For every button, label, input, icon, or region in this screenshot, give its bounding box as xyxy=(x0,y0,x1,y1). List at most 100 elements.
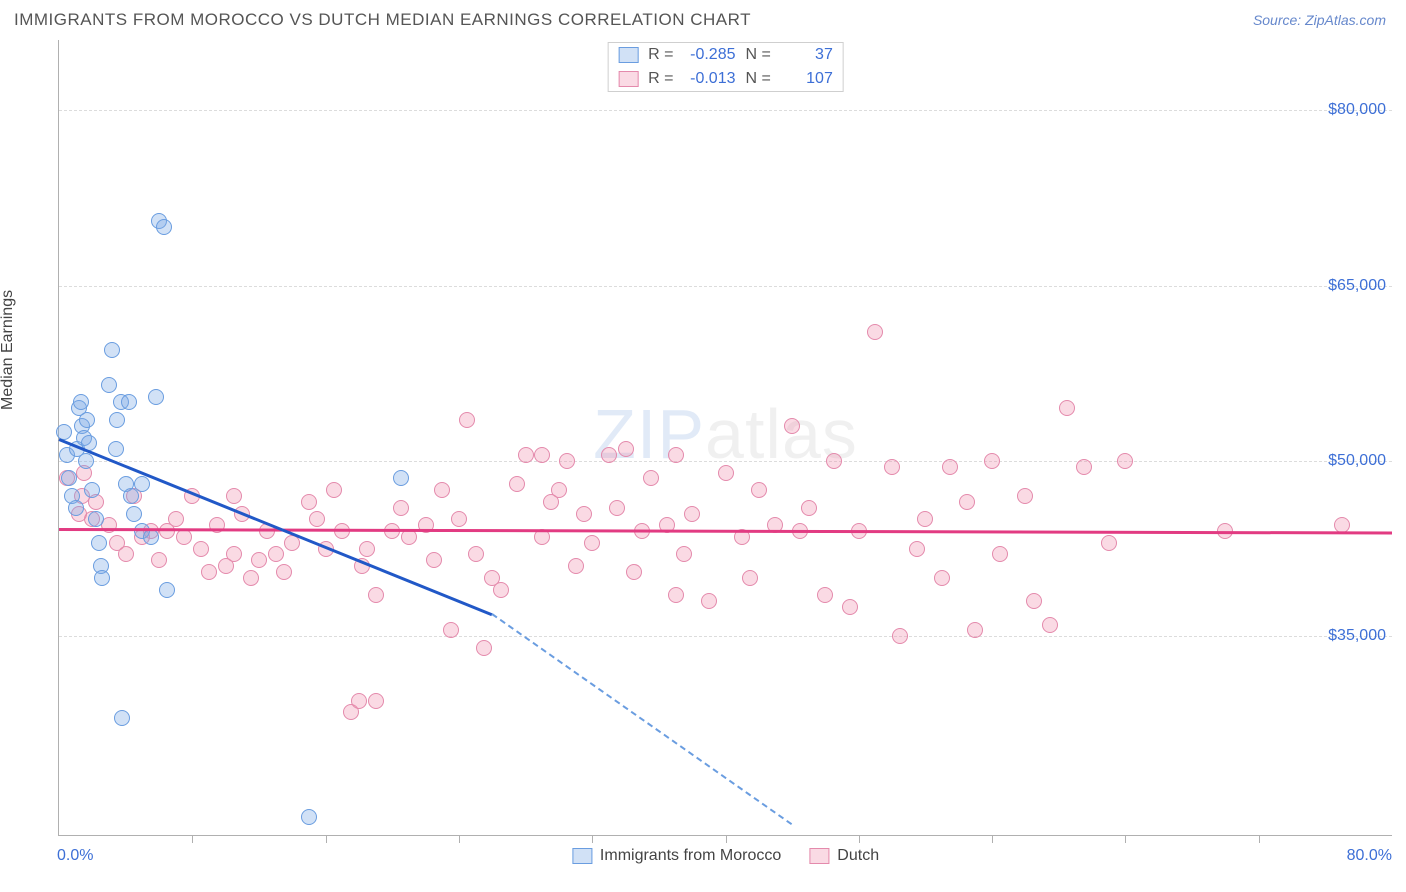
data-point xyxy=(601,447,617,463)
data-point xyxy=(301,494,317,510)
data-point xyxy=(143,529,159,545)
x-tick xyxy=(459,835,460,843)
x-axis-min-label: 0.0% xyxy=(57,847,93,865)
data-point xyxy=(509,476,525,492)
legend-item-1: Immigrants from Morocco xyxy=(572,847,781,865)
data-point xyxy=(476,640,492,656)
data-point xyxy=(568,558,584,574)
data-point xyxy=(917,511,933,527)
data-point xyxy=(451,511,467,527)
chart-title: IMMIGRANTS FROM MOROCCO VS DUTCH MEDIAN … xyxy=(14,10,751,30)
n-value-1: 37 xyxy=(779,46,833,64)
stats-row-series2: R = -0.013 N = 107 xyxy=(608,67,843,91)
data-point xyxy=(826,453,842,469)
data-point xyxy=(251,552,267,568)
trend-line-extrapolated xyxy=(492,613,793,825)
correlation-stats-box: R = -0.285 N = 37 R = -0.013 N = 107 xyxy=(607,42,844,92)
n-label: N = xyxy=(746,70,771,88)
r-value-1: -0.285 xyxy=(682,46,736,64)
data-point xyxy=(109,412,125,428)
data-point xyxy=(94,570,110,586)
y-tick-label: $35,000 xyxy=(1328,627,1386,645)
data-point xyxy=(643,470,659,486)
data-point xyxy=(609,500,625,516)
data-point xyxy=(493,582,509,598)
data-point xyxy=(393,500,409,516)
data-point xyxy=(368,587,384,603)
data-point xyxy=(817,587,833,603)
plot-area: ZIPatlas R = -0.285 N = 37 R = -0.013 N … xyxy=(58,40,1392,836)
data-point xyxy=(443,622,459,638)
data-point xyxy=(1059,400,1075,416)
data-point xyxy=(668,447,684,463)
data-point xyxy=(243,570,259,586)
data-point xyxy=(226,488,242,504)
y-tick-label: $50,000 xyxy=(1328,452,1386,470)
swatch-series2 xyxy=(809,848,829,864)
swatch-series1 xyxy=(572,848,592,864)
data-point xyxy=(867,324,883,340)
data-point xyxy=(884,459,900,475)
data-point xyxy=(909,541,925,557)
data-point xyxy=(121,394,137,410)
data-point xyxy=(309,511,325,527)
data-point xyxy=(892,628,908,644)
gridline xyxy=(59,286,1392,287)
x-tick xyxy=(192,835,193,843)
data-point xyxy=(393,470,409,486)
data-point xyxy=(801,500,817,516)
data-point xyxy=(193,541,209,557)
x-tick xyxy=(726,835,727,843)
data-point xyxy=(751,482,767,498)
data-point xyxy=(942,459,958,475)
data-point xyxy=(1117,453,1133,469)
legend-label-2: Dutch xyxy=(837,847,879,865)
data-point xyxy=(68,500,84,516)
gridline xyxy=(59,636,1392,637)
gridline xyxy=(59,110,1392,111)
data-point xyxy=(91,535,107,551)
data-point xyxy=(56,424,72,440)
legend-item-2: Dutch xyxy=(809,847,879,865)
data-point xyxy=(584,535,600,551)
data-point xyxy=(126,506,142,522)
data-point xyxy=(784,418,800,434)
data-point xyxy=(148,389,164,405)
data-point xyxy=(718,465,734,481)
r-label: R = xyxy=(648,70,673,88)
data-point xyxy=(101,377,117,393)
x-tick xyxy=(592,835,593,843)
swatch-series1 xyxy=(618,47,638,63)
data-point xyxy=(1101,535,1117,551)
data-point xyxy=(842,599,858,615)
legend: Immigrants from Morocco Dutch xyxy=(572,847,879,865)
stats-row-series1: R = -0.285 N = 37 xyxy=(608,43,843,67)
data-point xyxy=(156,219,172,235)
r-label: R = xyxy=(648,46,673,64)
data-point xyxy=(676,546,692,562)
data-point xyxy=(168,511,184,527)
data-point xyxy=(459,412,475,428)
data-point xyxy=(108,441,124,457)
data-point xyxy=(534,447,550,463)
gridline xyxy=(59,461,1392,462)
data-point xyxy=(618,441,634,457)
chart-container: Median Earnings ZIPatlas R = -0.285 N = … xyxy=(14,40,1392,882)
data-point xyxy=(301,809,317,825)
data-point xyxy=(134,476,150,492)
data-point xyxy=(104,342,120,358)
data-point xyxy=(668,587,684,603)
x-axis-max-label: 80.0% xyxy=(1347,847,1392,865)
data-point xyxy=(359,541,375,557)
data-point xyxy=(1076,459,1092,475)
data-point xyxy=(326,482,342,498)
data-point xyxy=(226,546,242,562)
y-tick-label: $80,000 xyxy=(1328,101,1386,119)
data-point xyxy=(551,482,567,498)
data-point xyxy=(1017,488,1033,504)
swatch-series2 xyxy=(618,71,638,87)
data-point xyxy=(159,582,175,598)
data-point xyxy=(626,564,642,580)
data-point xyxy=(684,506,700,522)
data-point xyxy=(426,552,442,568)
